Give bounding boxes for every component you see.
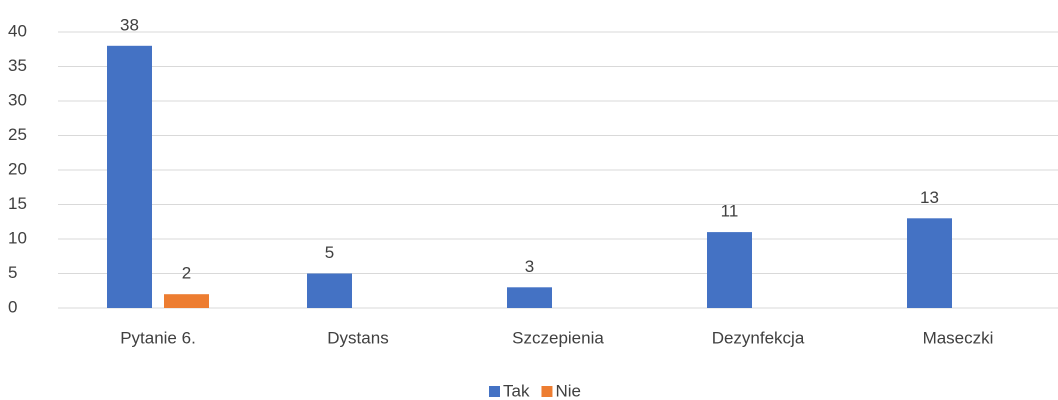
y-tick-label: 40	[8, 21, 27, 40]
bar	[907, 218, 952, 308]
legend-swatch	[541, 386, 553, 397]
data-label: 3	[525, 257, 534, 276]
legend-label: Nie	[555, 381, 581, 400]
data-label: 2	[182, 264, 191, 283]
data-label: 38	[120, 15, 139, 34]
y-tick-label: 15	[8, 194, 27, 213]
data-label: 13	[920, 188, 939, 207]
legend-label: Tak	[503, 381, 530, 400]
y-tick-label: 20	[8, 159, 27, 178]
bar	[164, 294, 209, 308]
y-tick-label: 10	[8, 228, 27, 247]
x-tick-label: Pytanie 6.	[120, 328, 196, 347]
bar	[107, 45, 152, 309]
x-tick-label: Maseczki	[923, 328, 994, 347]
y-tick-label: 35	[8, 56, 27, 75]
legend-swatch	[489, 386, 500, 397]
bar	[307, 273, 352, 308]
x-tick-label: Szczepienia	[512, 328, 604, 347]
data-label: 5	[325, 243, 334, 262]
y-tick-label: 25	[8, 125, 27, 144]
bar	[707, 232, 752, 308]
data-label: 11	[721, 202, 739, 221]
y-tick-label: 5	[8, 263, 17, 282]
y-tick-label: 30	[8, 90, 27, 109]
x-tick-label: Dezynfekcja	[712, 328, 805, 347]
bar	[507, 287, 552, 308]
x-tick-label: Dystans	[327, 328, 388, 347]
y-tick-label: 0	[8, 297, 17, 316]
